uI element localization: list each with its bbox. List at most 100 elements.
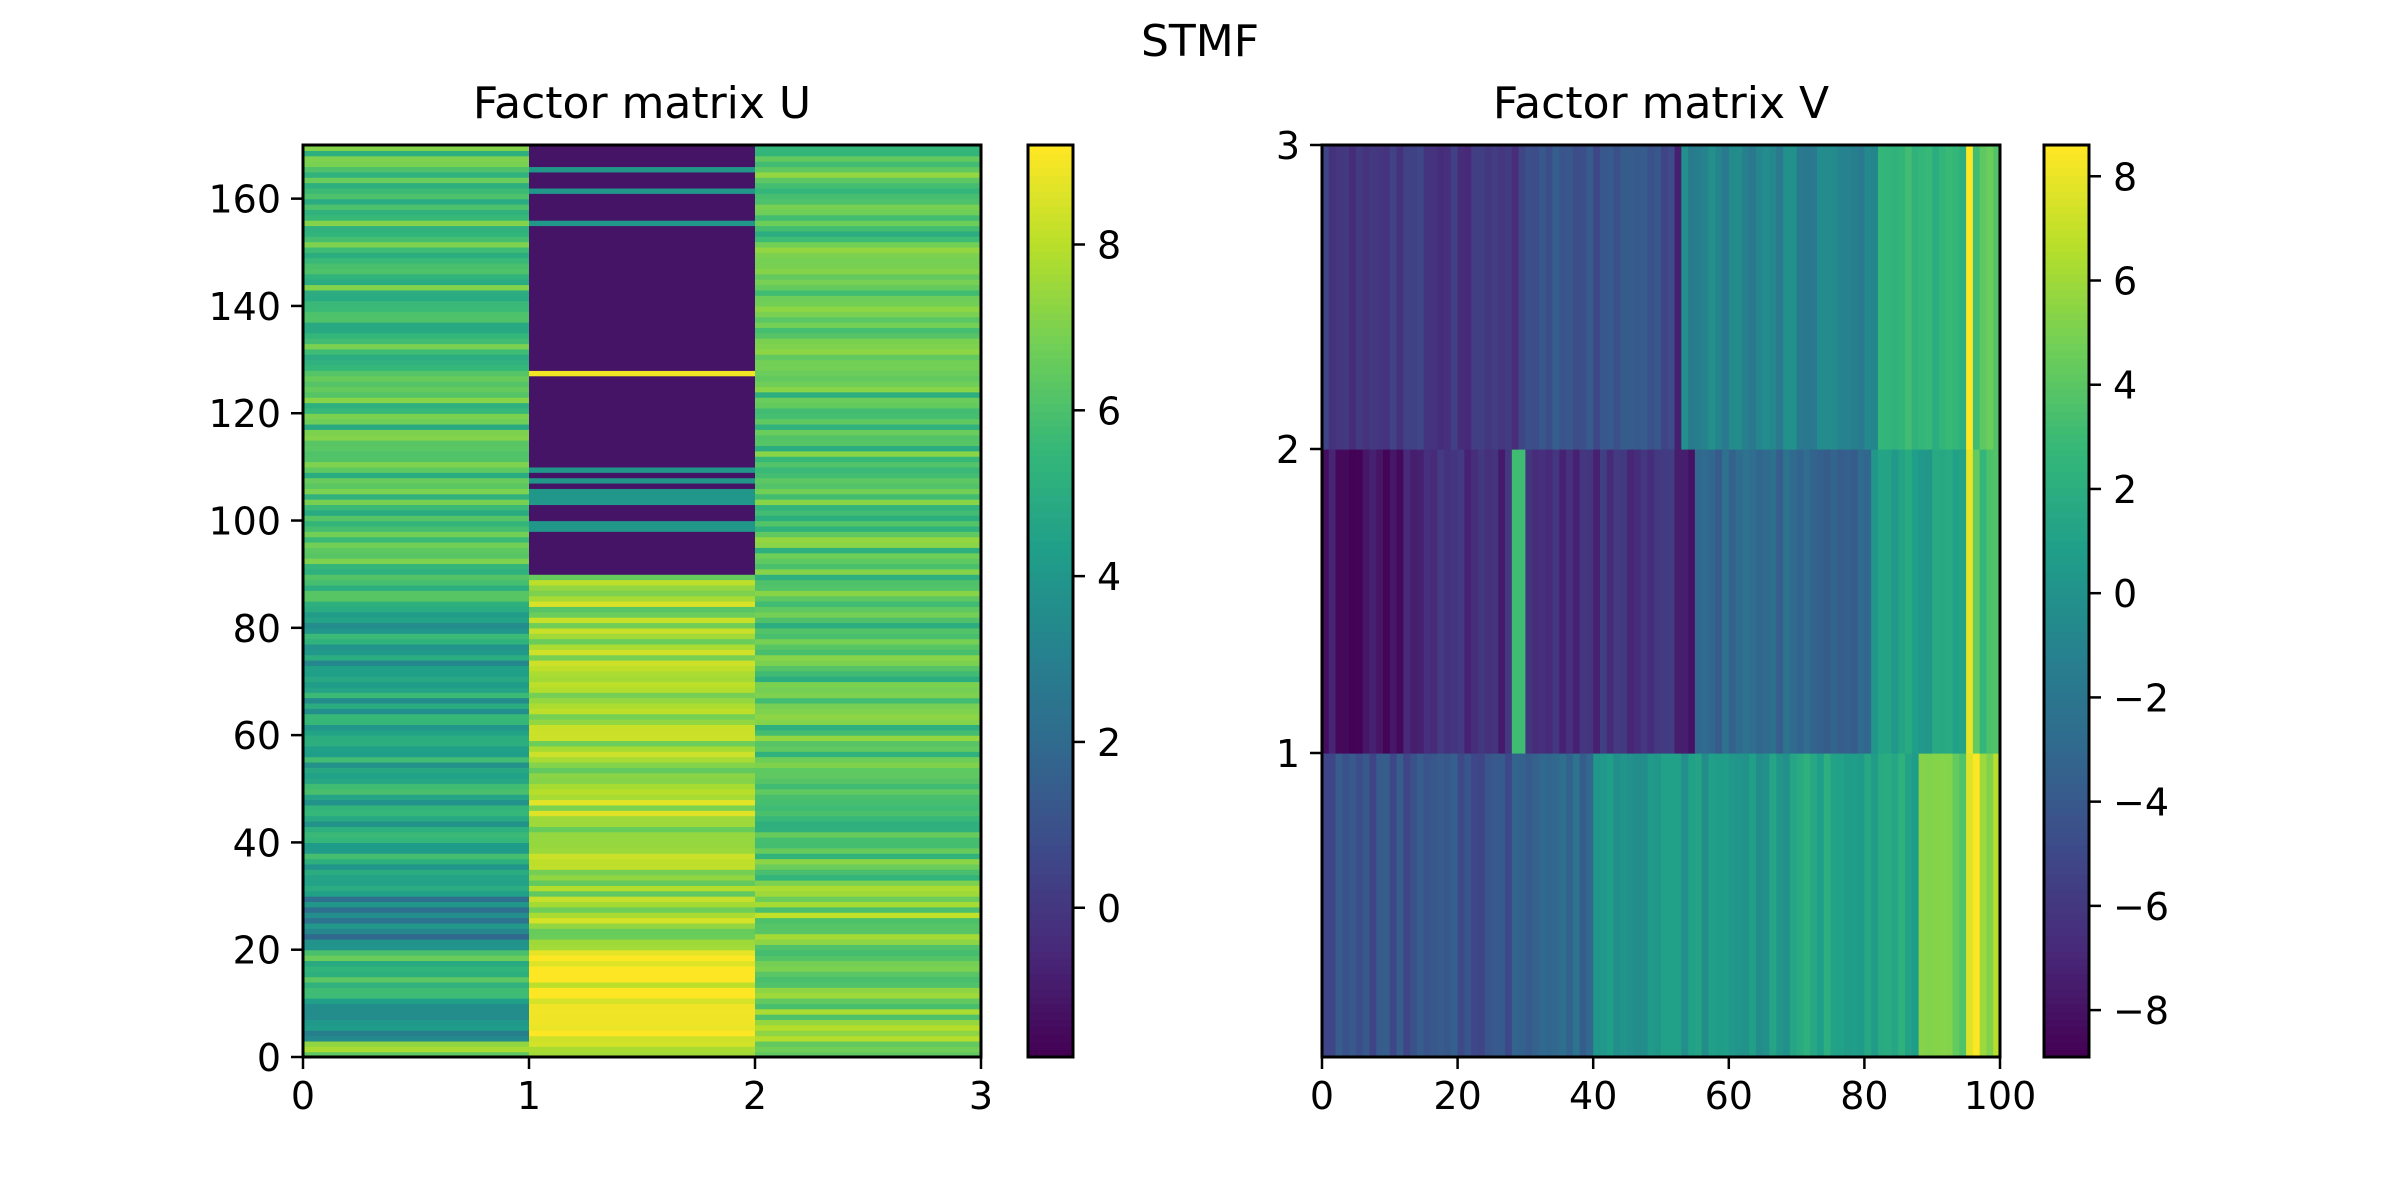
colorbar-v-gradient-step: [2044, 205, 2089, 215]
heatmap-u-cell: [303, 386, 530, 393]
colorbar-v-gradient-step: [2044, 920, 2089, 929]
heatmap-v-cell: [1498, 449, 1506, 754]
heatmap-v-cell: [1396, 145, 1404, 450]
colorbar-u-gradient-step: [1028, 213, 1073, 222]
heatmap-u-cell: [529, 300, 756, 307]
heatmap-v-cell: [1525, 449, 1533, 754]
heatmap-u-cell: [755, 627, 982, 634]
heatmap-v-cell: [1776, 753, 1784, 1058]
colorbar-u-gradient-step: [1028, 228, 1073, 237]
heatmap-u-cell: [755, 1008, 982, 1015]
colorbar-v-gradient-step: [2044, 707, 2089, 716]
colorbar-v-gradient-step: [2044, 677, 2089, 686]
heatmap-u-cell: [529, 761, 756, 768]
heatmap-v-cell: [1891, 449, 1899, 754]
heatmap-u-cell: [529, 745, 756, 752]
v-x-tick-label: 60: [1705, 1074, 1753, 1118]
colorbar-v-gradient-step: [2044, 836, 2089, 845]
heatmap-u-cell: [303, 654, 530, 661]
heatmap-u-cell: [529, 466, 756, 473]
u-y-tick-label: 100: [208, 500, 281, 544]
heatmap-u-cell: [303, 187, 530, 194]
heatmap-u-cell: [303, 536, 530, 543]
heatmap-v-cell: [1403, 449, 1411, 754]
heatmap-u-cell: [755, 434, 982, 441]
colorbar-u-gradient-step: [1028, 897, 1073, 906]
heatmap-v-cell: [1789, 753, 1798, 1058]
colorbar-u-gradient-step: [1028, 243, 1073, 253]
heatmap-v-cell: [1735, 753, 1743, 1058]
colorbar-u-gradient-step: [1028, 1041, 1073, 1051]
heatmap-u-cell: [529, 493, 756, 500]
heatmap-u-cell: [755, 295, 982, 302]
heatmap-u-cell: [529, 166, 756, 173]
colorbar-u-gradient-step: [1028, 965, 1073, 975]
heatmap-v-cell: [1681, 145, 1689, 450]
heatmap-u-cell: [303, 252, 530, 259]
heatmap-u-cell: [755, 713, 982, 720]
heatmap-u-cell: [755, 788, 982, 795]
colorbar-v-gradient-step: [2044, 464, 2089, 473]
colorbar-u-gradient-step: [1028, 753, 1073, 762]
heatmap-v-cell: [1993, 449, 2001, 754]
heatmap-u-cell: [303, 209, 530, 216]
colorbar-v-gradient-step: [2044, 981, 2089, 990]
heatmap-u-cell: [755, 949, 982, 956]
heatmap-v-cell: [1864, 145, 1872, 450]
heatmap-v-cell: [1905, 145, 1913, 450]
heatmap-u-cell: [755, 386, 982, 393]
heatmap-v-cell: [1559, 449, 1567, 754]
colorbar-v-gradient-step: [2044, 304, 2089, 313]
heatmap-v-cell: [1355, 753, 1364, 1058]
heatmap-u-cell: [755, 654, 982, 661]
heatmap-u-cell: [303, 976, 530, 983]
heatmap-u-cell: [529, 1040, 756, 1047]
heatmap-v-cell: [1383, 753, 1391, 1058]
colorbar-v-tick-label: −8: [2113, 989, 2169, 1033]
heatmap-u-cell: [755, 815, 982, 822]
heatmap-u-cell: [303, 1046, 530, 1053]
heatmap-v-cell: [1505, 145, 1513, 450]
heatmap-v-cell: [1945, 145, 1954, 450]
heatmap-v-cell: [1877, 449, 1886, 754]
colorbar-u-tick-label: 0: [1097, 887, 1121, 931]
heatmap-v-cell: [1728, 449, 1737, 754]
colorbar-u-gradient-step: [1028, 692, 1073, 701]
colorbar-u-gradient-step: [1028, 722, 1073, 731]
colorbar-v-tick-label: −2: [2113, 676, 2169, 720]
heatmap-v-cell: [1952, 449, 1960, 754]
heatmap-u-cell: [529, 171, 756, 178]
heatmap-v-cell: [1911, 145, 1920, 450]
heatmap-u-cell: [529, 241, 756, 248]
heatmap-u-cell: [755, 499, 982, 506]
heatmap-v-cell: [1911, 753, 1920, 1058]
heatmap-u-cell: [529, 590, 756, 597]
colorbar-v-gradient-step: [2044, 183, 2089, 192]
heatmap-v-cell: [1932, 753, 1940, 1058]
heatmap-u-cell: [529, 1008, 756, 1015]
colorbar-u-gradient-step: [1028, 981, 1073, 990]
heatmap-u-cell: [303, 879, 530, 886]
heatmap-u: [303, 145, 982, 1058]
heatmap-v-cell: [1566, 145, 1574, 450]
heatmap-u-cell: [529, 912, 756, 919]
colorbar-u-gradient-step: [1028, 578, 1073, 587]
colorbar-v-gradient-step: [2044, 608, 2089, 617]
colorbar-v-gradient-step: [2044, 335, 2089, 344]
heatmap-v-cell: [1647, 449, 1655, 754]
heatmap-v-cell: [1694, 449, 1703, 754]
heatmap-u-cell: [755, 182, 982, 189]
heatmap-v-cell: [1715, 449, 1723, 754]
colorbar-u-gradient-step: [1028, 1019, 1073, 1028]
colorbar-u-tick-label: 2: [1097, 721, 1121, 765]
heatmap-u-cell: [529, 820, 756, 827]
colorbar-u-tick-label: 6: [1097, 389, 1121, 433]
colorbar-u-gradient-step: [1028, 585, 1073, 595]
heatmap-u-cell: [529, 289, 756, 296]
heatmap-u-cell: [529, 928, 756, 935]
heatmap-v-cell: [1681, 753, 1689, 1058]
heatmap-u-cell: [303, 917, 530, 924]
heatmap-u-cell: [755, 719, 982, 725]
colorbar-u-gradient-step: [1028, 958, 1073, 967]
heatmap-v-cell: [1972, 449, 1981, 754]
